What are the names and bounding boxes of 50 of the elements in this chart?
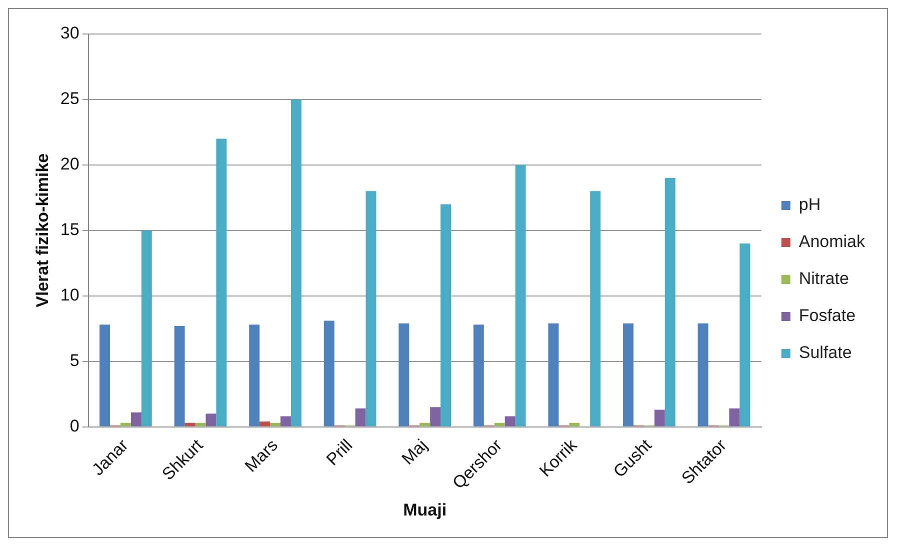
bar xyxy=(473,324,484,426)
y-axis-title: Vlerat fiziko-kimike xyxy=(32,153,52,308)
bar xyxy=(174,326,185,426)
legend-label: Sulfate xyxy=(798,343,852,362)
y-tick-label: 30 xyxy=(60,24,80,43)
bar xyxy=(355,408,366,426)
bar xyxy=(100,324,110,426)
bar xyxy=(515,164,526,426)
bar xyxy=(260,422,270,426)
bar xyxy=(216,138,227,426)
bar xyxy=(623,323,634,426)
y-tick-label: 25 xyxy=(60,89,80,108)
x-axis-title: Muaji xyxy=(403,500,447,520)
bar xyxy=(184,422,196,426)
legend-label: Fosfate xyxy=(798,306,856,326)
y-tick-label: 5 xyxy=(70,350,80,370)
bar xyxy=(590,191,601,426)
bar xyxy=(324,320,334,426)
bar xyxy=(569,422,580,426)
bar xyxy=(664,178,676,426)
bar xyxy=(249,324,260,426)
bar xyxy=(206,414,216,426)
bar xyxy=(654,410,665,426)
bar xyxy=(698,323,708,426)
y-tick-label: 20 xyxy=(60,154,80,174)
bar xyxy=(280,416,291,426)
x-tick-label: Prill xyxy=(322,436,356,470)
x-tick-label: Maj xyxy=(398,436,431,468)
bar xyxy=(270,422,281,426)
bar xyxy=(420,422,430,426)
bar xyxy=(430,407,441,426)
bar xyxy=(366,191,376,426)
bar xyxy=(141,230,152,426)
bar xyxy=(504,416,516,426)
bar xyxy=(195,422,206,426)
legend-label: pH xyxy=(798,195,821,214)
bar xyxy=(290,99,302,426)
y-tick-label: 0 xyxy=(70,416,80,436)
legend-label: Nitrate xyxy=(798,269,849,288)
bar xyxy=(440,204,452,426)
bar xyxy=(740,243,750,426)
y-tick-label: 15 xyxy=(60,220,80,240)
y-tick-label: 10 xyxy=(60,286,80,305)
bar xyxy=(120,422,131,426)
bar xyxy=(494,422,505,426)
bar xyxy=(398,323,410,426)
bar xyxy=(548,323,559,426)
bar xyxy=(130,412,142,426)
legend-label: Anomiak xyxy=(798,232,866,252)
bar xyxy=(729,408,740,426)
